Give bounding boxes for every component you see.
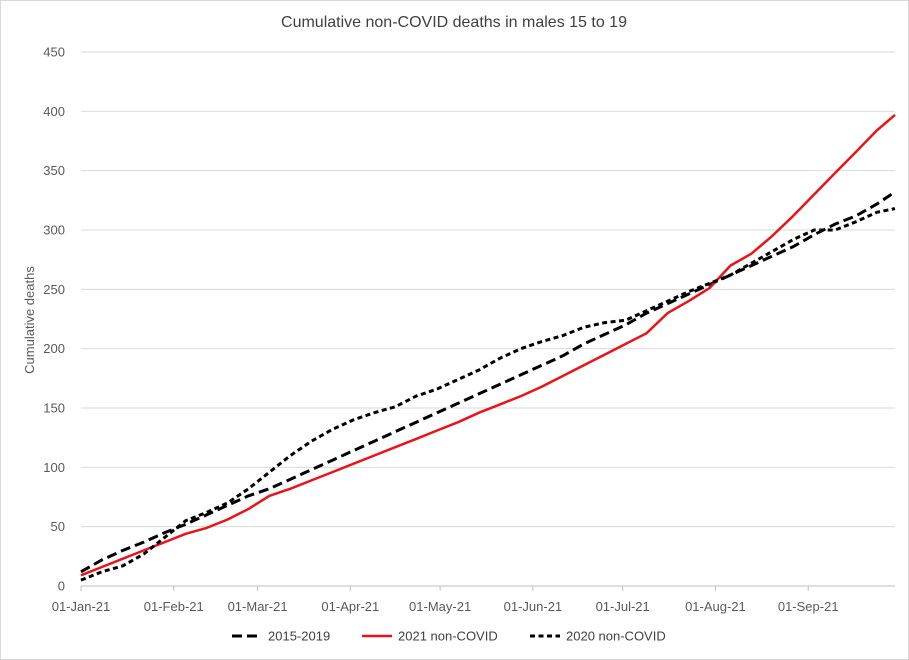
y-tick-label: 100 [43,460,65,475]
series-line-2021-non-covid [80,113,896,577]
x-tick-label: 01-Apr-21 [321,599,379,614]
y-tick-label: 250 [43,282,65,297]
y-tick-label: 450 [43,45,65,60]
x-tick-label: 01-Jun-21 [504,599,563,614]
x-tick-label: 01-Jul-21 [596,599,650,614]
x-tick-labels: 01-Jan-21 01-Feb-21 01-Mar-21 01-Apr-21 01-M… [52,586,839,614]
legend-entry: 2021 non-COVID [398,629,498,644]
y-tick-label: 50 [51,519,65,534]
gridlines [81,51,895,587]
x-tick-label: 01-Mar-21 [228,599,288,614]
legend: 2015-2019 2021 non-COVID 2020 non-COVID [232,629,666,644]
y-tick-labels: 0 50 100 150 200 250 300 350 400 450 [43,45,65,594]
x-tick-label: 01-Feb-21 [144,599,204,614]
series-lines [80,113,896,582]
x-tick-label: 01-Sep-21 [778,599,839,614]
y-tick-label: 150 [43,401,65,416]
series-line-2020-non-covid [80,207,896,582]
x-tick-label: 01-Aug-21 [685,599,746,614]
legend-entry: 2015-2019 [268,629,330,644]
y-tick-label: 200 [43,341,65,356]
y-tick-label: 300 [43,223,65,238]
y-tick-label: 400 [43,104,65,119]
y-axis-label: Cumulative deaths [22,266,37,374]
x-tick-label: 01-Jan-21 [52,599,111,614]
y-tick-label: 350 [43,163,65,178]
x-tick-label: 01-May-21 [409,599,471,614]
legend-entry: 2020 non-COVID [566,629,666,644]
chart-title: Cumulative non-COVID deaths in males 15 … [281,14,627,31]
y-tick-label: 0 [58,579,65,594]
